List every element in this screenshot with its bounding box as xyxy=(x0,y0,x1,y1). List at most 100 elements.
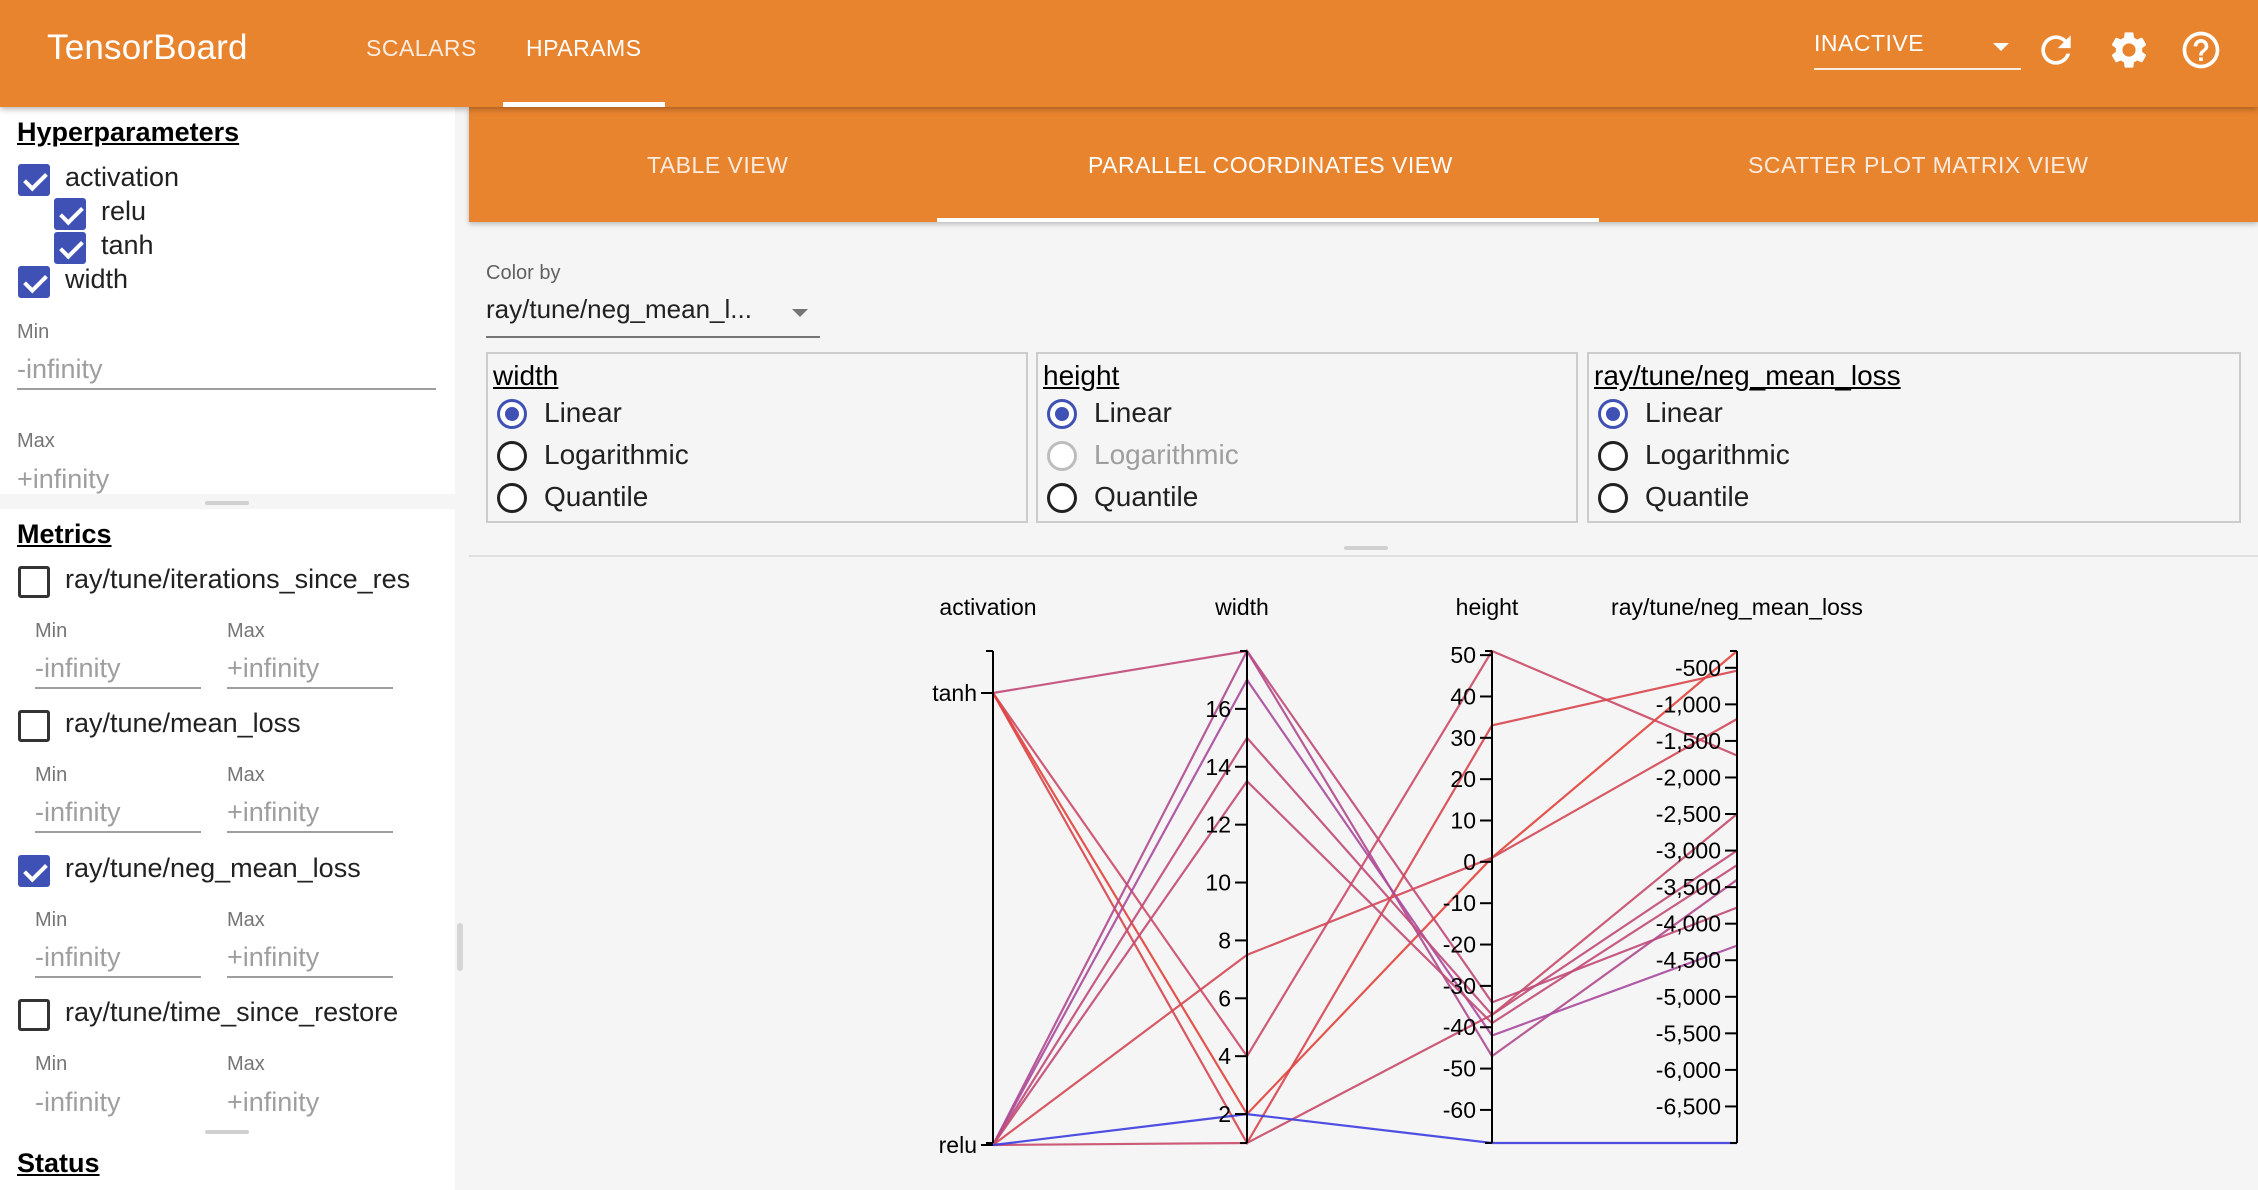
trial-line xyxy=(992,677,1738,1146)
tick-label: 40 xyxy=(1450,683,1476,709)
radio-height-linear[interactable] xyxy=(1047,399,1077,429)
tick-label: -4,500 xyxy=(1656,947,1721,973)
parallel-coordinates-chart: activation tanh relu width 16 14 12 10 8 6 4 2 heigh… xyxy=(932,594,1863,1158)
status-title: Status xyxy=(17,1148,100,1178)
metric-min-input[interactable] xyxy=(35,649,201,689)
tick-label: 16 xyxy=(1205,696,1231,722)
tick-label: 10 xyxy=(1450,808,1476,834)
trial-line xyxy=(992,779,1738,1146)
metric-max-label: Max xyxy=(227,620,265,642)
scale-title-height: height xyxy=(1043,360,1120,391)
tick-label: -50 xyxy=(1443,1056,1476,1082)
axis-width: width 16 14 12 10 8 6 4 2 xyxy=(1205,594,1269,1144)
axis-height: height 50 40 30 20 10 0 -10 -20 -30 -40 -50 -60 xyxy=(1443,594,1519,1144)
scale-options-neg-mean-loss: ray/tune/neg_mean_loss Linear Logarithmi… xyxy=(1587,352,2241,523)
metric-min-input[interactable] xyxy=(35,793,201,833)
hparams-sidebar: Hyperparameters activation relu tanh wid… xyxy=(0,107,455,1190)
scale-options-height: height Linear Logarithmic Quantile xyxy=(1036,352,1578,523)
axis-neg-mean-loss: ray/tune/neg_mean_loss -500 -1,000 -1,500 -2… xyxy=(1611,594,1863,1144)
trial-line xyxy=(992,735,1738,1146)
hparam-label-tanh: tanh xyxy=(101,230,154,260)
tick-label: -6,000 xyxy=(1656,1057,1721,1083)
metric-min-label: Min xyxy=(35,620,68,642)
app-title: TensorBoard xyxy=(47,28,248,67)
tick-label: -1,000 xyxy=(1656,691,1721,717)
tick-label: -3,000 xyxy=(1656,838,1721,864)
metrics-panel: Metrics ray/tune/iterations_since_res Mi… xyxy=(0,509,455,1190)
trial-line xyxy=(992,1112,1737,1147)
panel-resize-handle[interactable] xyxy=(205,1130,249,1134)
radio-label-quantile: Quantile xyxy=(1645,481,1750,512)
metric-max-input[interactable] xyxy=(227,649,393,689)
sidebar-resize-grip[interactable] xyxy=(457,923,463,971)
color-by-select[interactable]: ray/tune/neg_mean_l... xyxy=(486,294,820,338)
settings-gear-icon[interactable] xyxy=(2107,28,2151,72)
checkbox-metric-time-since-restore[interactable] xyxy=(18,999,50,1031)
tab-parallel-coordinates-view[interactable]: PARALLEL COORDINATES VIEW xyxy=(1088,152,1453,178)
checkbox-activation[interactable] xyxy=(18,164,50,196)
hparam-label-activation: activation xyxy=(65,162,180,192)
tick-label: -2,000 xyxy=(1656,764,1721,790)
radio-loss-logarithmic[interactable] xyxy=(1598,441,1628,471)
tick-label: -30 xyxy=(1443,973,1476,999)
metrics-title: Metrics xyxy=(17,519,112,549)
plot-resize-handle[interactable] xyxy=(1344,546,1388,550)
refresh-icon[interactable] xyxy=(2034,28,2078,72)
tick-label: 30 xyxy=(1450,725,1476,751)
chevron-down-icon xyxy=(792,309,808,317)
metric-label-neg-mean-loss: ray/tune/neg_mean_loss xyxy=(65,853,361,883)
tab-table-view[interactable]: TABLE VIEW xyxy=(647,152,789,178)
checkbox-width[interactable] xyxy=(18,266,50,298)
tick-label: 10 xyxy=(1205,870,1231,896)
tick-label: -6,500 xyxy=(1656,1093,1721,1119)
trial-line xyxy=(992,813,1738,1147)
panel-resize-handle[interactable] xyxy=(205,501,249,505)
tick-label: 8 xyxy=(1218,927,1231,953)
tab-scalars[interactable]: SCALARS xyxy=(366,35,477,61)
radio-width-logarithmic[interactable] xyxy=(497,441,527,471)
metric-min-label: Min xyxy=(35,909,68,931)
width-min-input[interactable] xyxy=(17,350,436,390)
axis-activation: activation tanh relu xyxy=(932,594,1036,1158)
tick-label: 0 xyxy=(1463,849,1476,875)
metric-max-label: Max xyxy=(227,909,265,931)
metric-max-input[interactable] xyxy=(227,938,393,978)
checkbox-metric-iterations[interactable] xyxy=(18,566,50,598)
run-status-select[interactable]: INACTIVE xyxy=(1814,30,2021,70)
metric-min-label: Min xyxy=(35,1053,68,1075)
radio-height-quantile[interactable] xyxy=(1047,483,1077,513)
tab-hparams[interactable]: HPARAMS xyxy=(526,35,642,61)
view-tabs-bar: TABLE VIEW PARALLEL COORDINATES VIEW SCA… xyxy=(469,107,2258,222)
checkbox-metric-neg-mean-loss[interactable] xyxy=(18,855,50,887)
checkbox-metric-mean-loss[interactable] xyxy=(18,710,50,742)
top-app-bar: TensorBoard SCALARS HPARAMS INACTIVE xyxy=(0,0,2258,107)
radio-label-linear: Linear xyxy=(1094,397,1172,428)
help-icon[interactable] xyxy=(2179,28,2223,72)
hparam-label-relu: relu xyxy=(101,196,147,226)
metric-max-input[interactable] xyxy=(227,793,393,833)
checkbox-tanh[interactable] xyxy=(54,232,86,264)
metric-max-input[interactable] xyxy=(227,1082,393,1122)
metric-max-label: Max xyxy=(227,1053,265,1075)
radio-loss-linear[interactable] xyxy=(1598,399,1628,429)
tab-scatter-plot-matrix-view[interactable]: SCATTER PLOT MATRIX VIEW xyxy=(1748,152,2089,178)
trial-line xyxy=(992,669,1738,1146)
radio-width-linear[interactable] xyxy=(497,399,527,429)
radio-loss-quantile[interactable] xyxy=(1598,483,1628,513)
metric-label-iterations: ray/tune/iterations_since_res xyxy=(65,564,411,594)
trial-line xyxy=(992,648,1738,1146)
metric-min-input[interactable] xyxy=(35,1082,201,1122)
checkbox-relu[interactable] xyxy=(54,198,86,230)
scale-options-width: width Linear Logarithmic Quantile xyxy=(486,352,1028,523)
metric-min-input[interactable] xyxy=(35,938,201,978)
trial-line xyxy=(992,650,1738,1116)
tick-label: -2,500 xyxy=(1656,801,1721,827)
tick-label: -20 xyxy=(1443,932,1476,958)
active-tab-indicator xyxy=(503,102,665,107)
axis-title: width xyxy=(1214,594,1269,620)
color-by-value: ray/tune/neg_mean_l... xyxy=(486,294,752,324)
hyperparameters-title: Hyperparameters xyxy=(17,117,240,147)
status-panel: Status xyxy=(0,1138,455,1190)
width-max-input[interactable] xyxy=(17,459,436,494)
radio-width-quantile[interactable] xyxy=(497,483,527,513)
